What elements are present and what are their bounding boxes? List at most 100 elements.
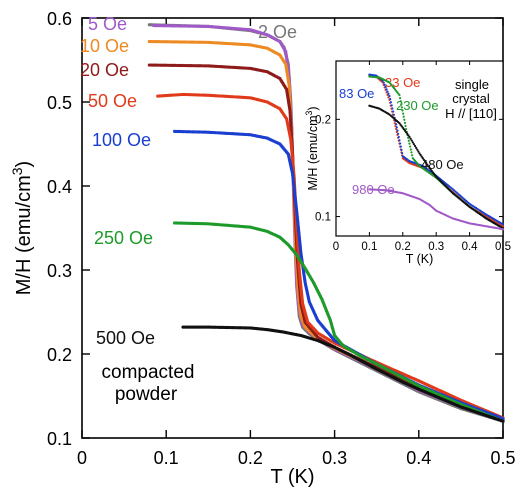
inset-series-label: 83 Oe (339, 86, 374, 101)
inset-point (400, 106, 403, 109)
inset-point (413, 144, 417, 148)
inset-point (427, 165, 430, 168)
inset-point (392, 113, 395, 116)
inset-point (410, 139, 413, 142)
main-ytick-label: 0.6 (47, 9, 72, 29)
inset-point (405, 131, 408, 134)
inset-annotation: crystal (452, 91, 490, 106)
inset-annotation: single (455, 77, 489, 92)
main-series-label: 5 Oe (88, 14, 127, 34)
inset-point (399, 100, 402, 103)
inset-point (409, 137, 412, 140)
inset-point (398, 97, 402, 100)
main-xtick-label: 0.4 (406, 448, 431, 468)
main-series (181, 325, 505, 423)
inset-point (418, 152, 421, 155)
main-xtick-label: 0 (77, 448, 87, 468)
inset-point (415, 146, 418, 149)
main-xtick-label: 0.5 (490, 448, 515, 468)
inset-point (395, 123, 398, 126)
inset-point (410, 151, 413, 154)
main-xtick-label: 0.1 (154, 448, 179, 468)
inset-point (399, 142, 402, 145)
main-ytick-label: 0.4 (47, 177, 72, 197)
main-series-label: 2 Oe (258, 22, 297, 42)
main-xtick-label: 0.3 (322, 448, 347, 468)
inset-point (397, 132, 400, 135)
main-ytick-label: 0.5 (47, 93, 72, 113)
inset-point (386, 90, 389, 93)
inset-point (408, 135, 411, 138)
main-series-label: 500 Oe (96, 328, 155, 348)
inset-point (501, 223, 505, 226)
inset-point (409, 148, 412, 151)
main-series-label: 50 Oe (88, 91, 137, 111)
inset-point (387, 92, 390, 95)
inset-point (425, 161, 428, 165)
inset-xtick-label: 0.3 (428, 241, 444, 253)
inset-xtick-label: 0.2 (395, 241, 411, 253)
inset-point (382, 81, 385, 84)
inset-point (407, 134, 410, 137)
inset-point (400, 148, 403, 151)
main-series-label: 100 Oe (92, 130, 151, 150)
inset-point (399, 145, 402, 148)
inset-point (421, 157, 424, 160)
inset-point (401, 126, 404, 129)
inset-point (384, 86, 387, 89)
inset-point (402, 115, 405, 118)
inset-point (411, 141, 414, 144)
inset-point (401, 151, 404, 155)
inset-point (501, 228, 505, 231)
inset-point (391, 107, 394, 110)
main-xaxis-label: T (K) (270, 466, 314, 488)
inset-point (395, 126, 398, 129)
inset-ytick-label: 0.1 (315, 212, 331, 224)
inset-point (403, 118, 406, 121)
inset-series (368, 104, 505, 230)
inset-point (389, 101, 393, 104)
inset-point (403, 129, 407, 132)
inset-point (419, 153, 422, 157)
inset-point (423, 160, 427, 163)
main-point (501, 419, 505, 423)
main-series (173, 221, 505, 423)
inset-point (406, 132, 409, 135)
inset-point (383, 83, 386, 86)
inset-point (399, 123, 402, 126)
main-ytick-label: 0.1 (47, 429, 72, 449)
inset-xtick-label: 0.5 (495, 241, 511, 253)
inset-series-label: 480 Oe (421, 157, 464, 172)
inset-point (398, 139, 401, 142)
inset-xtick-label: 0.4 (462, 241, 479, 253)
inset-point (396, 129, 399, 132)
inset-point (401, 109, 404, 112)
main-series-label: 250 Oe (94, 228, 153, 248)
inset-annotation: H // [110] (445, 106, 497, 121)
inset-yaxis-label: M/H (emu/cm3) (304, 106, 320, 190)
inset-point (407, 139, 410, 142)
inset-point (420, 155, 423, 158)
inset-point (402, 128, 406, 131)
inset-point (417, 150, 420, 153)
inset-xaxis-label: T (K) (406, 252, 434, 266)
inset-point (404, 124, 407, 128)
inset-plot: 0 0.1 0.2 0.3 0.4 0.50.10.2T (K)M/H (emu/cm3)… (304, 60, 511, 266)
inset-point (403, 121, 407, 124)
inset-series-label: 33 Oe (385, 75, 420, 90)
inset-point (412, 143, 416, 146)
inset-point (397, 135, 400, 139)
inset-point (411, 154, 414, 157)
inset-series-label: 230 Oe (396, 98, 439, 113)
inset-point (398, 122, 401, 125)
inset-series (368, 188, 505, 231)
main-xtick-label: 0.2 (238, 448, 263, 468)
inset-ytick-label: 0.2 (315, 114, 331, 126)
main-ytick-label: 0.3 (47, 261, 72, 281)
main-annotation: compacted (102, 362, 195, 383)
inset-point (400, 103, 403, 106)
inset-point (389, 98, 392, 101)
inset-point (409, 145, 412, 148)
inset-point (390, 104, 393, 107)
